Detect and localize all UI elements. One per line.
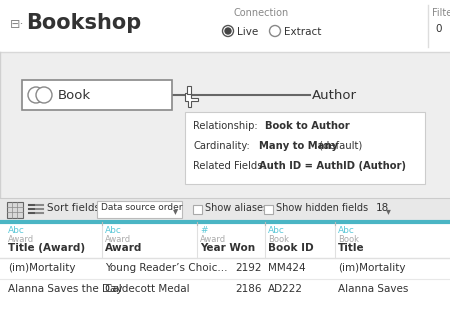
Text: Award: Award xyxy=(105,235,131,244)
Text: MM424: MM424 xyxy=(268,263,306,273)
Text: Book ID: Book ID xyxy=(268,243,314,253)
Text: ▾: ▾ xyxy=(173,206,178,216)
Text: Cardinality:: Cardinality: xyxy=(193,141,250,151)
Text: Young Reader’s Choic...: Young Reader’s Choic... xyxy=(105,263,228,273)
Text: (default): (default) xyxy=(316,141,362,151)
Text: Caldecott Medal: Caldecott Medal xyxy=(105,284,189,294)
Circle shape xyxy=(36,87,52,103)
Text: Book: Book xyxy=(58,89,91,102)
Text: Extract: Extract xyxy=(284,27,321,37)
Text: Auth ID = AuthID (Author): Auth ID = AuthID (Author) xyxy=(259,161,406,171)
Text: Year Won: Year Won xyxy=(200,243,255,253)
Text: Show aliases: Show aliases xyxy=(205,203,268,213)
Text: Title: Title xyxy=(338,243,364,253)
Text: Live: Live xyxy=(237,27,258,37)
Text: Many to Many: Many to Many xyxy=(259,141,338,151)
Text: Book to Author: Book to Author xyxy=(265,121,350,131)
Text: Abc: Abc xyxy=(268,226,285,235)
Text: (im)Mortality: (im)Mortality xyxy=(338,263,405,273)
Text: AD222: AD222 xyxy=(268,284,303,294)
Bar xyxy=(193,205,202,214)
Text: (im)Mortality: (im)Mortality xyxy=(8,263,76,273)
Bar xyxy=(185,112,425,184)
Bar xyxy=(0,222,450,318)
Bar xyxy=(22,80,172,110)
Text: Award: Award xyxy=(8,235,34,244)
Text: 2192: 2192 xyxy=(235,263,262,273)
Bar xyxy=(0,0,450,52)
Text: ⊟·: ⊟· xyxy=(10,18,24,31)
Text: Abc: Abc xyxy=(105,226,122,235)
Bar xyxy=(264,205,273,214)
Circle shape xyxy=(225,28,231,34)
Circle shape xyxy=(270,25,280,37)
Text: ▾: ▾ xyxy=(386,206,391,216)
Text: Alanna Saves the Day: Alanna Saves the Day xyxy=(8,284,122,294)
Text: Show hidden fields: Show hidden fields xyxy=(276,203,368,213)
Circle shape xyxy=(28,87,44,103)
Text: Award: Award xyxy=(200,235,226,244)
Bar xyxy=(97,201,182,218)
Text: Award: Award xyxy=(105,243,142,253)
Text: Sort fields: Sort fields xyxy=(47,203,100,213)
Text: Filte: Filte xyxy=(432,8,450,18)
Polygon shape xyxy=(185,93,198,107)
Text: Bookshop: Bookshop xyxy=(26,13,141,33)
Bar xyxy=(0,52,450,200)
Text: Title (Award): Title (Award) xyxy=(8,243,85,253)
Text: Abc: Abc xyxy=(8,226,25,235)
Text: Relationship:: Relationship: xyxy=(193,121,257,131)
Text: Author: Author xyxy=(312,89,357,102)
Bar xyxy=(187,86,191,94)
Text: 2186: 2186 xyxy=(235,284,262,294)
Text: Abc: Abc xyxy=(338,226,355,235)
Text: #: # xyxy=(200,226,207,235)
Text: Data source order: Data source order xyxy=(101,203,183,212)
Text: Book: Book xyxy=(338,235,359,244)
Text: Connection: Connection xyxy=(233,8,288,18)
Bar xyxy=(0,198,450,222)
Text: Alanna Saves: Alanna Saves xyxy=(338,284,409,294)
Text: 0: 0 xyxy=(435,24,441,34)
Text: 18: 18 xyxy=(376,203,389,213)
Circle shape xyxy=(222,25,234,37)
Text: Book: Book xyxy=(268,235,289,244)
Text: Related Fields:: Related Fields: xyxy=(193,161,266,171)
Bar xyxy=(7,202,23,218)
